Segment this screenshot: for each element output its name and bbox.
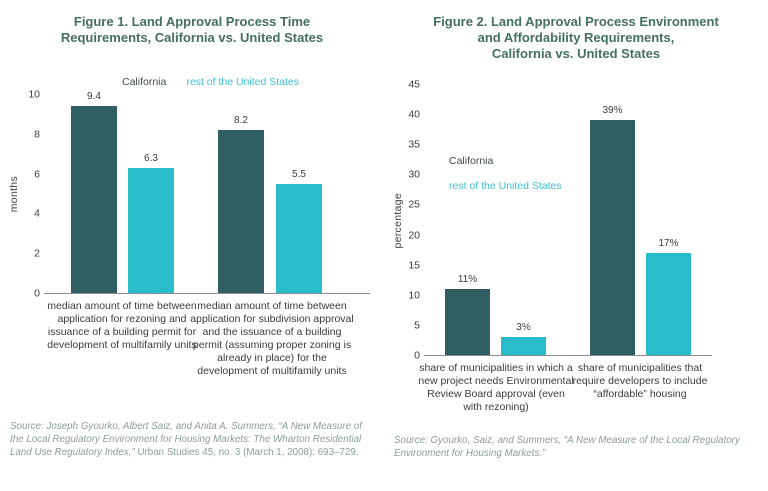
figure-1-title: Figure 1. Land Approval Process Time Requ… (8, 14, 376, 46)
legend-rest-us-label: rest of the United States (449, 180, 562, 192)
figure-2-source-citation: Source: Gyourko, Saiz, and Summers, “A N… (394, 435, 740, 459)
y-tick-6: 6 (34, 168, 40, 181)
y-tick-2: 2 (34, 247, 40, 260)
figure-2-y-ticks: 0 5 10 15 20 25 30 35 40 45 (404, 79, 424, 361)
figure-2-legend: California rest of the United States (449, 155, 562, 192)
bar-value-label: 8.2 (234, 114, 248, 126)
y-tick-15: 15 (408, 259, 420, 272)
figure-1-y-axis-label: months (8, 176, 20, 213)
figure-2-y-axis: percentage (392, 85, 404, 356)
y-tick-0: 0 (34, 287, 40, 300)
y-tick-40: 40 (408, 108, 420, 121)
bar-value-label: 9.4 (87, 90, 101, 102)
y-tick-45: 45 (408, 78, 420, 91)
bar-value-label: 6.3 (144, 152, 158, 164)
category-label: share of municipalities that require dev… (572, 362, 708, 400)
figure-2-source-note: Source: Gyourko, Saiz, and Summers, “A N… (394, 434, 768, 460)
figure-1-source-note: Source: Joseph Gyourko, Albert Saiz, and… (10, 420, 364, 459)
figure-2-y-axis-label: percentage (392, 192, 404, 249)
figure-1-source-journal: Urban Studies 45, no. 3 (March 1, 2008):… (134, 447, 359, 458)
figure-1-y-ticks: 0 2 4 6 8 10 (20, 89, 44, 299)
figure-1-legend: California rest of the United States (8, 76, 376, 88)
y-tick-20: 20 (408, 229, 420, 242)
bar-group2-california (218, 129, 264, 293)
figure-1-category-labels: median amount of time between applicatio… (8, 300, 376, 412)
y-tick-0: 0 (414, 349, 420, 362)
figure-2-x-axis-line (424, 355, 712, 356)
category-label: median amount of time between applicatio… (190, 300, 354, 377)
figure-2-title: Figure 2. Land Approval Process Environm… (392, 14, 760, 62)
bar-group2-rest-of-us (276, 183, 322, 293)
bar-value-label: 5.5 (292, 168, 306, 180)
y-tick-4: 4 (34, 207, 40, 220)
figure-2-plot-row: percentage 0 5 10 15 20 25 30 35 40 45 California… (392, 79, 760, 361)
figure-title-line: Requirements, California vs. United Stat… (60, 30, 324, 45)
y-tick-5: 5 (414, 319, 420, 332)
bar-value-label: 11% (457, 273, 478, 285)
figure-2-category-labels: share of municipalities in which a new p… (392, 362, 760, 420)
figure-title-line: California vs. United States (491, 46, 661, 61)
figure-1-x-axis-line (44, 293, 370, 294)
y-tick-35: 35 (408, 138, 420, 151)
legend-california-label: California (122, 76, 167, 88)
figure-1-y-axis: months (8, 95, 20, 294)
y-tick-10: 10 (28, 88, 40, 101)
y-tick-25: 25 (408, 198, 420, 211)
figure-1-source-citation: Source: Joseph Gyourko, Albert Saiz, and… (10, 421, 362, 458)
bar-value-label: 17% (658, 237, 679, 249)
figure-title-line: and Affordability Requirements, (477, 30, 675, 45)
figure-title-line: Figure 2. Land Approval Process Environm… (433, 14, 719, 29)
legend-rest-us-label: rest of the United States (186, 76, 300, 88)
figure-1-plot-area: 9.4 6.3 8.2 5.5 (44, 91, 370, 294)
bar-group1-california (71, 105, 117, 293)
y-tick-8: 8 (34, 128, 40, 141)
category-label: median amount of time between applicatio… (47, 300, 197, 351)
y-tick-30: 30 (408, 168, 420, 181)
bar-group2-rest-of-us (646, 252, 691, 355)
figure-2-plot-area: California rest of the United States 11%… (424, 85, 712, 356)
figure-2: Figure 2. Land Approval Process Environm… (384, 0, 768, 491)
category-label: share of municipalities in which a new p… (418, 362, 574, 413)
legend-california-label: California (449, 155, 494, 167)
figure-1-plot-row: months 0 2 4 6 8 10 9.4 6.3 8.2 5.5 (8, 89, 376, 299)
y-tick-10: 10 (408, 289, 420, 302)
bar-value-label: 39% (602, 105, 623, 117)
figure-1: Figure 1. Land Approval Process Time Requ… (8, 14, 376, 459)
bar-group1-rest-of-us (501, 336, 546, 355)
bar-group2-california (590, 120, 635, 355)
bar-group1-rest-of-us (128, 167, 174, 293)
bar-value-label: 3% (516, 321, 531, 333)
bar-group1-california (445, 288, 490, 355)
figure-title-line: Figure 1. Land Approval Process Time (73, 14, 311, 29)
